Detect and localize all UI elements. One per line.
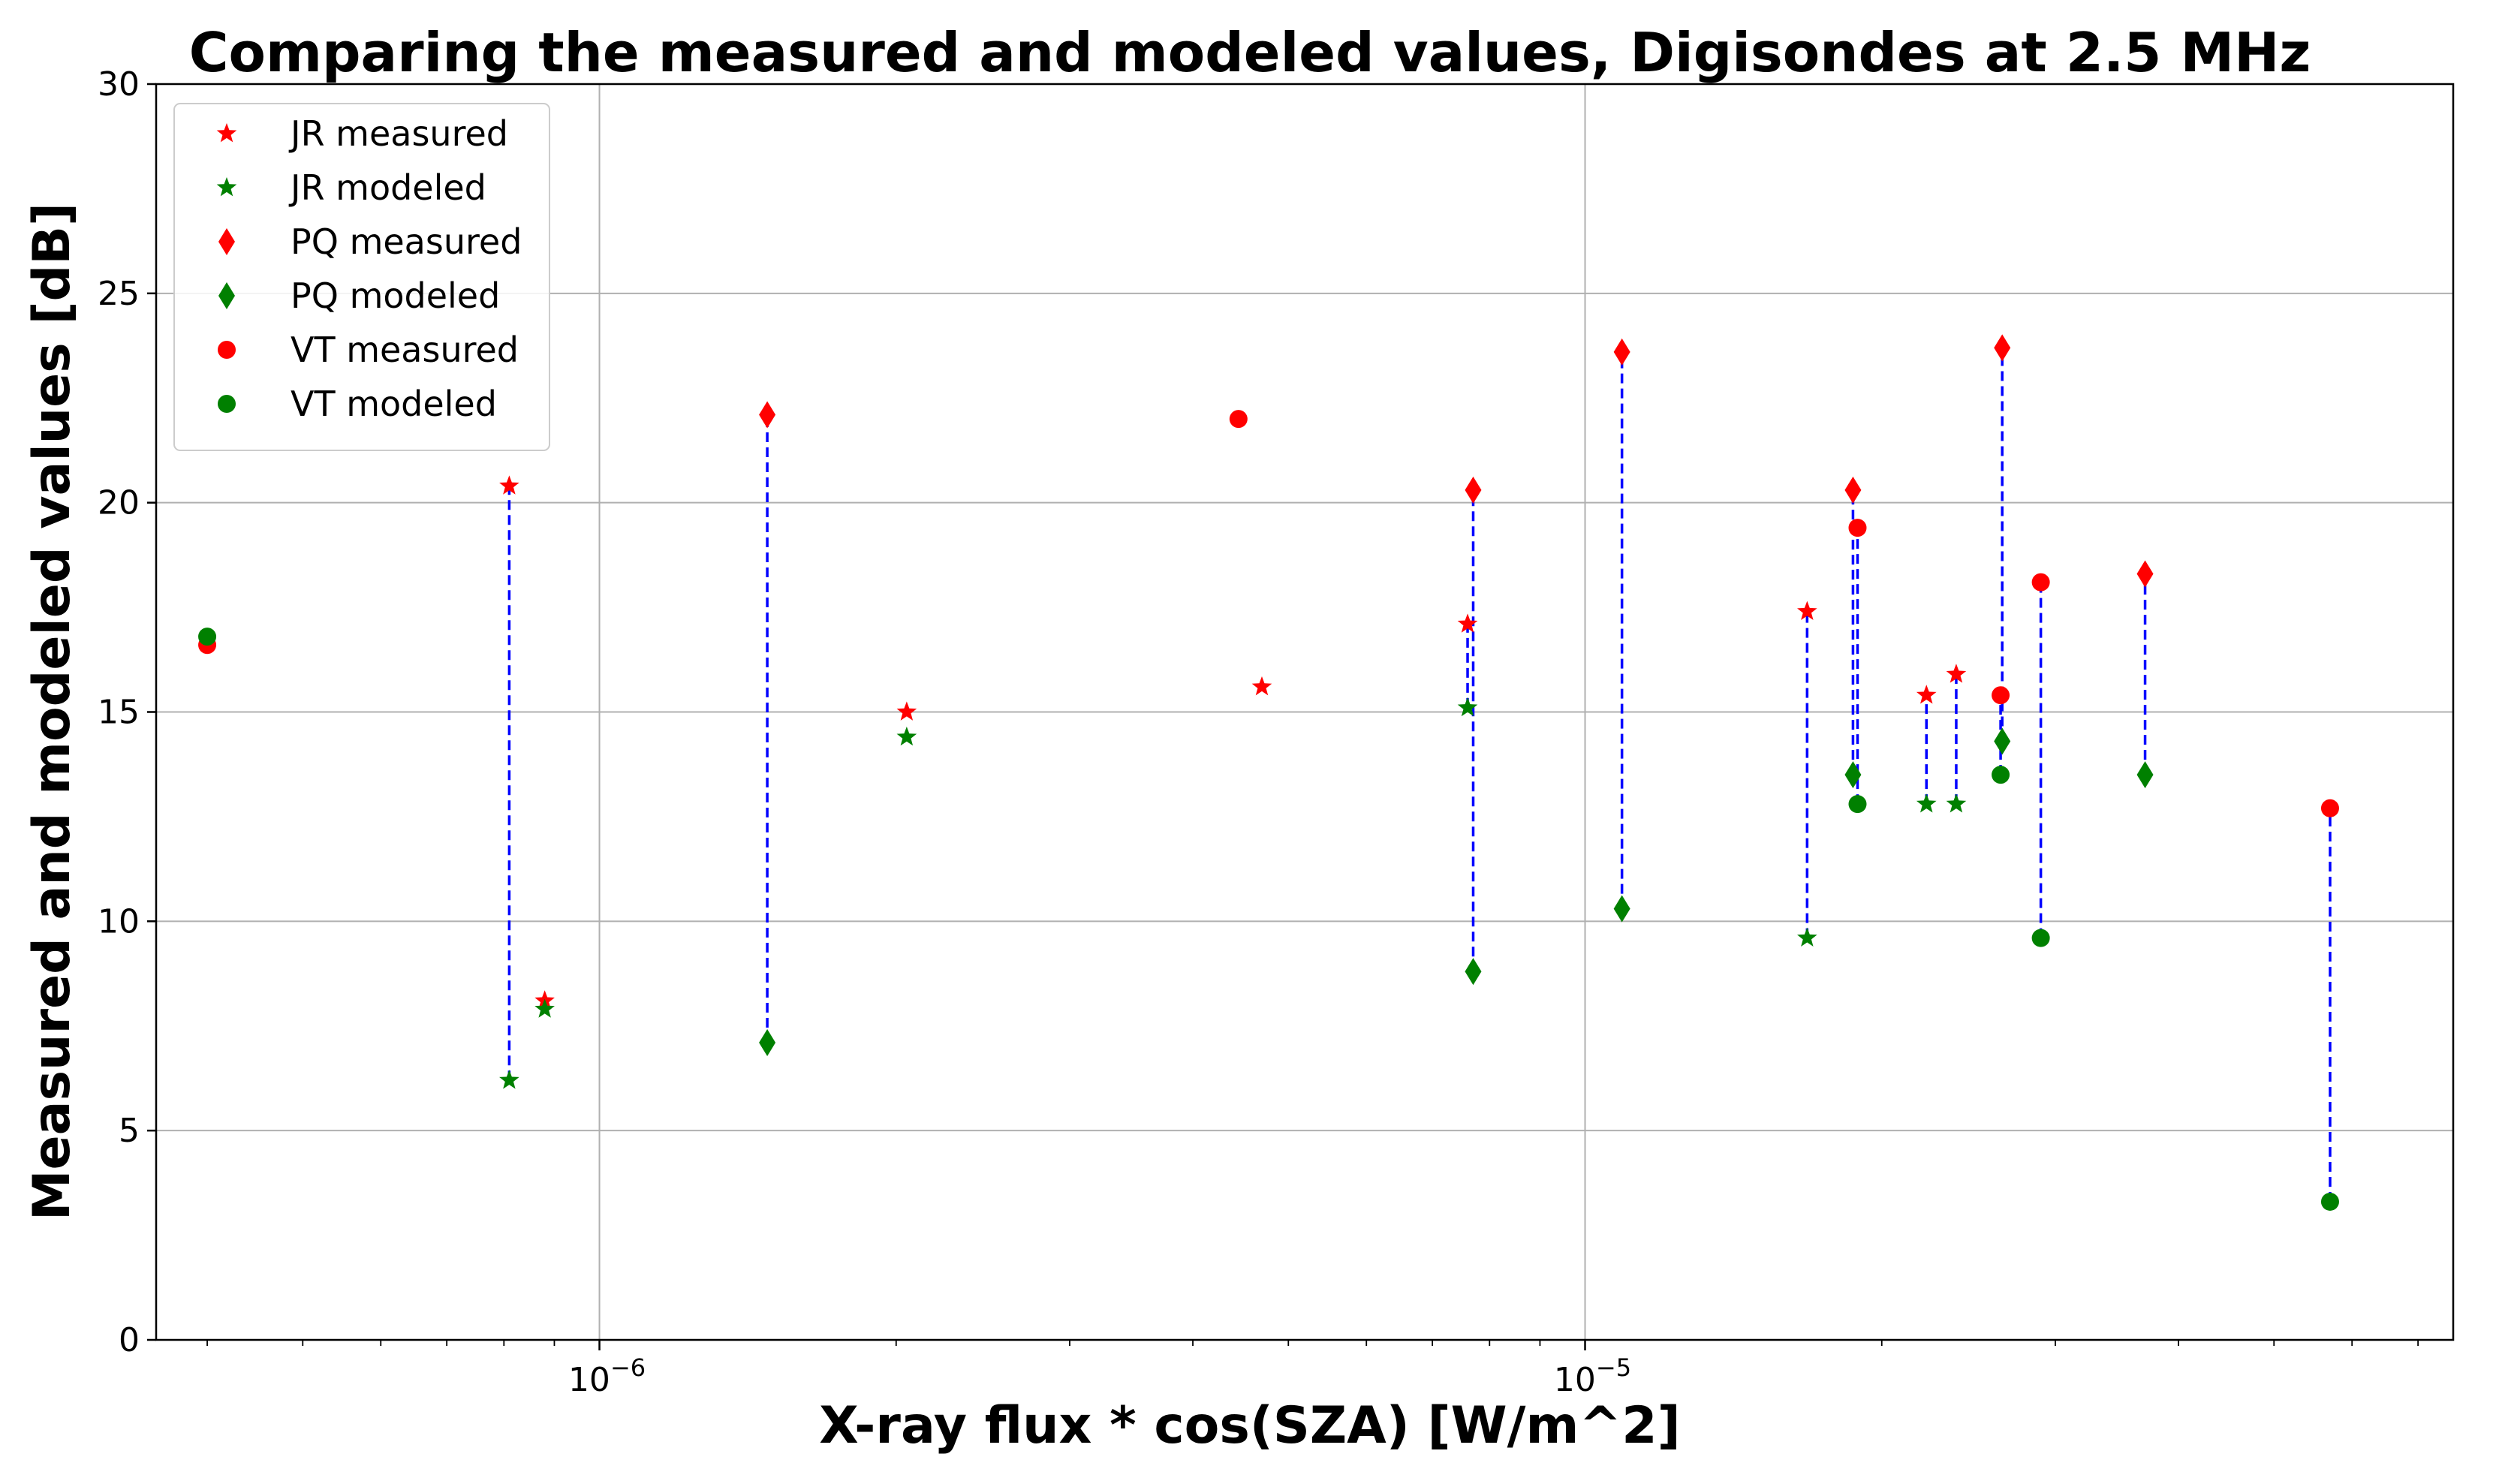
legend-label-pq-measured: PQ measured — [291, 221, 522, 262]
jr-measured-point — [896, 701, 917, 721]
y-tick-label: 25 — [98, 275, 140, 313]
y-tick-label: 5 — [119, 1112, 140, 1150]
legend-marker-jr-measured — [216, 123, 237, 143]
data-points — [198, 334, 2339, 1211]
jr-modeled-point — [1797, 927, 1817, 947]
jr-modeled-point — [1916, 793, 1937, 813]
pq-modeled-point — [759, 1029, 776, 1057]
jr-measured-point — [1251, 676, 1272, 696]
axis-ticks: 0 5 10 15 20 25 30 10−6 10−5 — [98, 65, 2419, 1399]
legend: JR measured JR modeled PQ measured PQ model… — [173, 103, 550, 451]
legend-marker-jr-modeled — [216, 177, 237, 197]
vt-measured-point — [2320, 799, 2339, 817]
pq-measured-point — [759, 401, 776, 429]
x-tick-label: 10−6 — [568, 1353, 646, 1399]
legend-label-vt-modeled: VT modeled — [291, 384, 497, 424]
legend-label-pq-modeled: PQ modeled — [291, 275, 500, 316]
vt-modeled-point — [2031, 929, 2050, 947]
pq-modeled-point — [1994, 727, 2011, 755]
pq-measured-point — [1613, 338, 1630, 366]
vt-modeled-point — [2320, 1192, 2339, 1211]
vt-modeled-point — [1992, 766, 2010, 784]
y-tick-label: 10 — [98, 902, 140, 941]
x-tick-label: 10−5 — [1554, 1353, 1631, 1399]
legend-marker-vt-measured — [218, 341, 236, 359]
pq-modeled-point — [1844, 761, 1862, 789]
jr-modeled-point — [534, 998, 555, 1018]
jr-modeled-point — [1946, 793, 1967, 813]
pq-measured-point — [1844, 476, 1862, 504]
vt-measured-point — [1848, 519, 1867, 537]
jr-measured-point — [1916, 685, 1937, 704]
y-tick-label: 0 — [119, 1321, 140, 1359]
pq-modeled-point — [1465, 958, 1482, 986]
y-tick-label: 20 — [98, 484, 140, 522]
jr-measured-point — [1457, 613, 1478, 633]
pq-measured-point — [1994, 334, 2011, 362]
legend-label-jr-measured: JR measured — [288, 113, 508, 154]
pq-modeled-point — [2136, 761, 2154, 789]
legend-box — [173, 103, 550, 451]
jr-measured-point — [1946, 664, 1967, 683]
x-axis-label: X-ray flux * cos(SZA) [W/m^2] — [819, 1396, 1680, 1455]
jr-measured-point — [1797, 601, 1817, 620]
vt-modeled-point — [198, 628, 217, 646]
y-tick-label: 30 — [98, 65, 140, 104]
legend-label-jr-modeled: JR modeled — [288, 167, 486, 208]
y-axis-label: Measured and modeled values [dB] — [23, 203, 82, 1221]
connector-lines — [507, 348, 2332, 1202]
legend-marker-pq-modeled — [218, 282, 235, 309]
legend-marker-vt-modeled — [218, 395, 236, 413]
jr-modeled-point — [1457, 697, 1478, 717]
jr-measured-point — [499, 475, 519, 495]
y-tick-label: 15 — [98, 694, 140, 732]
legend-marker-pq-measured — [218, 228, 235, 255]
jr-modeled-point — [896, 726, 917, 746]
vt-measured-point — [1992, 686, 2010, 705]
legend-label-vt-measured: VT measured — [291, 330, 519, 370]
vt-measured-point — [2031, 573, 2050, 591]
pq-measured-point — [2136, 560, 2154, 588]
chart-title: Comparing the measured and modeled value… — [189, 21, 2311, 84]
vt-modeled-point — [1848, 795, 1867, 814]
vt-measured-point — [1229, 410, 1248, 429]
pq-measured-point — [1465, 476, 1482, 504]
jr-modeled-point — [499, 1070, 519, 1089]
pq-modeled-point — [1613, 895, 1630, 923]
